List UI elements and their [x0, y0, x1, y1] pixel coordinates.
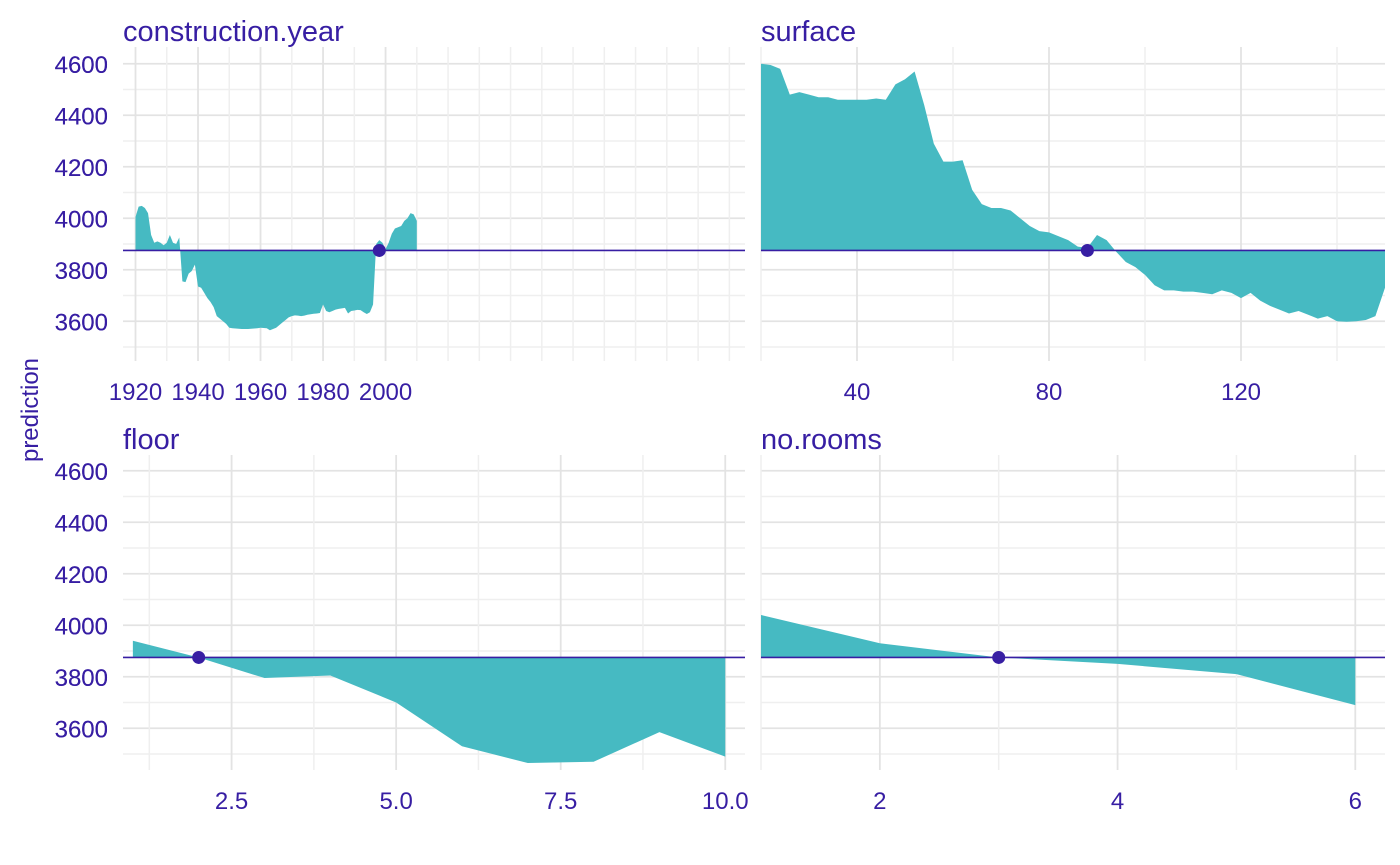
x-tick-label: 40: [844, 379, 871, 406]
y-tick-label: 4000: [55, 613, 108, 640]
y-tick-label: 4200: [55, 155, 108, 182]
observation-point: [192, 650, 206, 664]
y-tick-label: 3600: [55, 309, 108, 336]
profile-area: [761, 614, 1356, 706]
y-tick-label: 4200: [55, 562, 108, 589]
panel-title: construction.year: [123, 16, 344, 48]
observation-point: [1080, 243, 1094, 257]
x-tick-label: 1920: [109, 379, 162, 406]
panel-title: surface: [761, 16, 856, 48]
y-tick-label: 4400: [55, 510, 108, 537]
y-tick-label: 4200: [55, 562, 108, 589]
y-tick-label: 4400: [55, 103, 108, 130]
x-tick-label: 2000: [359, 379, 412, 406]
y-tick-label: 3800: [55, 665, 108, 692]
panel-floor: floor 3600 3800 4000 4200 4400 4600 2.5 5.0 7.5 10…: [55, 424, 749, 815]
y-tick-label: 4400: [55, 510, 108, 537]
y-axis-label: prediction: [17, 358, 44, 462]
panel-construction-year: construction.year 3600 3800 4000 4200 4400 460…: [55, 16, 745, 406]
profile-area: [135, 205, 417, 331]
x-tick-label: 10.0: [702, 788, 749, 815]
y-tick-label: 4000: [55, 206, 108, 233]
x-tick-label: 4: [1111, 788, 1124, 815]
panel-title: floor: [123, 424, 180, 456]
profile-area: [132, 640, 726, 764]
x-tick-label: 80: [1036, 379, 1063, 406]
y-tick-label: 4200: [55, 155, 108, 182]
y-tick-label: 4600: [55, 52, 108, 79]
x-tick-label: 6: [1349, 788, 1362, 815]
y-tick-label: 4000: [55, 613, 108, 640]
y-tick-label: 4600: [55, 52, 108, 79]
y-tick-label: 4600: [55, 459, 108, 486]
panel-no-rooms: no.rooms 3600 3800 4000 4200 4400 4600 2 4 6: [55, 424, 1385, 815]
x-tick-label: 120: [1221, 379, 1261, 406]
y-tick-label: 3800: [55, 258, 108, 285]
panel-surface: surface 3600 3800 4000 4200 4400 4600 40 80 120: [55, 16, 1385, 406]
profile-area: [761, 63, 1385, 322]
observation-point: [992, 650, 1006, 664]
x-tick-label: 2.5: [215, 788, 248, 815]
y-tick-label: 3600: [55, 716, 108, 743]
panels-group: construction.year 3600 3800 4000 4200 4400 460…: [55, 16, 1385, 815]
y-tick-label: 3600: [55, 716, 108, 743]
y-tick-label: 4600: [55, 459, 108, 486]
x-tick-label: 5.0: [379, 788, 412, 815]
x-tick-label: 2: [873, 788, 886, 815]
y-tick-label: 4000: [55, 206, 108, 233]
panel-title: no.rooms: [761, 424, 882, 456]
x-tick-label: 7.5: [544, 788, 577, 815]
y-tick-label: 3600: [55, 309, 108, 336]
x-tick-label: 1960: [234, 379, 287, 406]
y-tick-label: 4400: [55, 103, 108, 130]
y-tick-label: 3800: [55, 258, 108, 285]
x-tick-label: 1940: [171, 379, 224, 406]
y-tick-label: 3800: [55, 665, 108, 692]
x-tick-label: 1980: [296, 379, 349, 406]
observation-point: [372, 243, 386, 257]
